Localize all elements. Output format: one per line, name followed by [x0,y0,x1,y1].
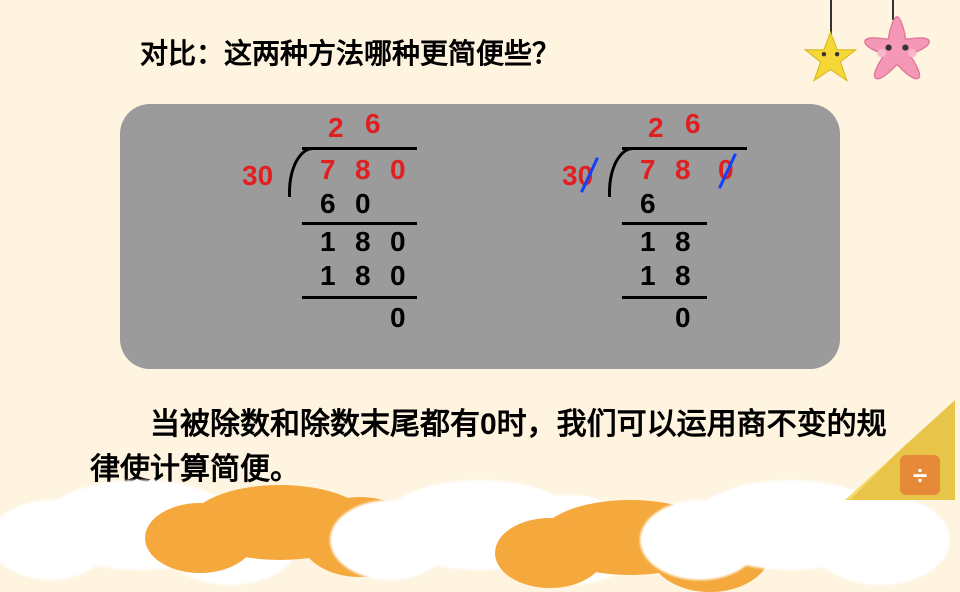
sub2-d2: 8 [355,260,371,292]
dividend-d2: 8 [675,154,691,186]
math-workspace: 2 6 30 7 8 0 6 0 1 8 0 1 8 0 0 2 6 30 7 … [120,104,840,369]
dividend-d2: 8 [355,154,371,186]
quotient-tens: 2 [328,112,344,144]
sub2-d3: 0 [390,260,406,292]
long-division-right: 2 6 30 7 8 0 6 1 8 1 8 0 [500,112,780,362]
quotient-ones: 6 [365,108,381,140]
divide-badge-icon: ÷ [900,455,940,495]
star-pink-icon [862,14,932,84]
sub1-line [302,222,417,225]
rem1-d2: 8 [355,226,371,258]
division-bracket [288,147,318,197]
sub1-d1: 6 [640,188,656,220]
star-yellow-icon [803,30,858,85]
rem1-d2: 8 [675,226,691,258]
sub2-d1: 1 [640,260,656,292]
dividend-d1: 7 [640,154,656,186]
rem1-d1: 1 [640,226,656,258]
comparison-title: 对比：这两种方法哪种更简便些？ [140,32,560,72]
final-remainder: 0 [390,302,406,334]
quotient-tens: 2 [648,112,664,144]
quotient-ones: 6 [685,108,701,140]
sub2-d1: 1 [320,260,336,292]
sub2-d2: 8 [675,260,691,292]
dividend-d3: 0 [390,154,406,186]
sub1-line [622,222,707,225]
quotient-bar [302,147,417,150]
rem1-d1: 1 [320,226,336,258]
conclusion-text: 当被除数和除数末尾都有0时，我们可以运用商不变的规律使计算简便。 [90,402,910,492]
sub2-line [302,296,417,299]
sub2-line [622,296,707,299]
sub1-d1: 6 [320,188,336,220]
division-bracket [608,147,638,197]
final-remainder: 0 [675,302,691,334]
divisor: 30 [242,160,273,192]
rem1-d3: 0 [390,226,406,258]
long-division-left: 2 6 30 7 8 0 6 0 1 8 0 1 8 0 0 [180,112,460,362]
sub1-d2: 0 [355,188,371,220]
dividend-d1: 7 [320,154,336,186]
quotient-bar [622,147,747,150]
